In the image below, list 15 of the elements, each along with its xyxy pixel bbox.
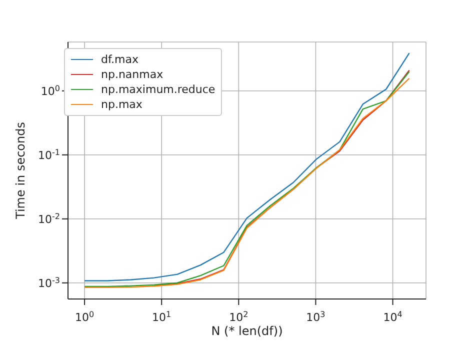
x-tick-label: 10$^{1}$ (152, 310, 172, 324)
x-tick-label: 10$^{0}$ (74, 310, 94, 324)
y-axis-title: Time in seconds (13, 122, 28, 220)
y-tick-label: 10$^{0}$ (40, 83, 60, 98)
y-tick-label: 10$^{-2}$ (38, 211, 60, 226)
y-tick-label: 10$^{-3}$ (38, 275, 60, 290)
legend-label: np.maximum.reduce (101, 82, 216, 97)
x-tick-label: 10$^{3}$ (306, 310, 326, 324)
x-tick-label: 10$^{4}$ (383, 310, 402, 324)
y-tick-label: 10$^{-1}$ (38, 147, 60, 162)
legend-label: df.max (101, 52, 139, 67)
x-axis-title: N (* len(df)) (211, 324, 283, 338)
x-tick-label: 10$^{2}$ (229, 310, 248, 324)
legend-label: np.nanmax (101, 67, 164, 82)
legend-label: np.max (101, 97, 142, 112)
